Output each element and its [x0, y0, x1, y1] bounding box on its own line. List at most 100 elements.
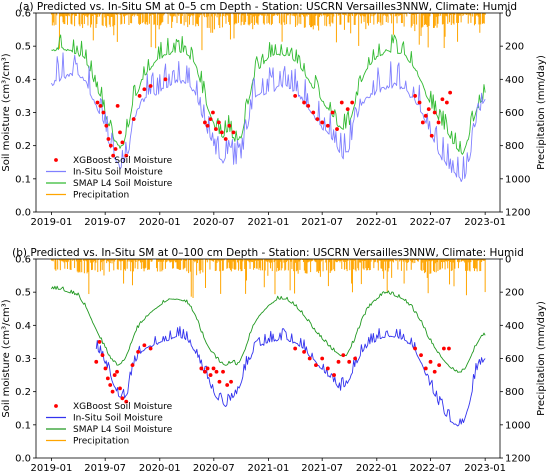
legend-label: SMAP L4 Soil Moisture: [73, 425, 173, 435]
y-tick-label: 0.2: [15, 387, 31, 398]
xgboost-point: [205, 123, 210, 128]
xgboost-point: [108, 383, 113, 387]
xgboost-point: [350, 100, 355, 105]
xgboost-point: [335, 127, 339, 131]
xgboost-point: [227, 123, 232, 128]
xgboost-point: [441, 346, 446, 351]
xgboost-point: [448, 90, 453, 95]
x-tick-label: 2021-07: [301, 217, 343, 228]
xgboost-point: [339, 100, 344, 105]
xgboost-point: [111, 153, 116, 158]
series-smap-line: [51, 34, 486, 155]
xgboost-point: [221, 369, 225, 374]
y-tick-label: 0.3: [15, 354, 31, 365]
xgboost-point: [413, 94, 417, 98]
xgboost-point: [336, 359, 341, 364]
y-tick-label: 0.2: [15, 141, 31, 152]
xgboost-point: [214, 127, 218, 131]
xgboost-point: [320, 356, 325, 361]
legend-label: XGBoost Soil Moisture: [73, 156, 173, 166]
xgboost-point: [223, 137, 228, 141]
xgboost-point: [142, 87, 147, 92]
xgboost-point: [325, 366, 330, 371]
xgboost-point: [124, 399, 129, 404]
x-tick-label: 2021-01: [248, 463, 290, 471]
x-tick-label: 2020-01: [139, 217, 181, 228]
y-tick-label: 0.4: [15, 321, 31, 332]
y-tick-label: 0.5: [15, 288, 31, 299]
y2-axis-label: Precipitation (mm/day): [536, 301, 547, 416]
xgboost-point: [208, 117, 213, 122]
panel-b: (b) Predicted vs. In-Situ SM at 0–100 cm…: [1, 247, 547, 471]
xgboost-point: [332, 373, 336, 377]
xgboost-point: [307, 356, 312, 361]
y2-tick-label: 1200: [505, 454, 530, 465]
xgboost-point: [216, 120, 221, 125]
legend-marker: [54, 404, 58, 408]
legend-label: SMAP L4 Soil Moisture: [73, 179, 173, 189]
legend: XGBoost Soil Moisture In-Situ Soil Moistu…: [46, 402, 173, 447]
x-tick-label: 2019-01: [31, 217, 73, 228]
xgboost-point: [120, 140, 125, 145]
xgboost-point: [353, 356, 358, 361]
xgboost-point: [432, 110, 437, 115]
xgboost-point: [203, 369, 207, 374]
xgboost-point: [113, 147, 118, 151]
chart-title: (a) Predicted vs. In-Situ SM at 0–5 cm D…: [19, 1, 517, 13]
xgboost-point: [440, 97, 445, 102]
xgboost-point: [426, 107, 431, 112]
series-insitu-line: [95, 326, 486, 427]
legend-label: In-Situ Soil Moisture: [73, 168, 163, 178]
xgboost-point: [420, 120, 425, 125]
xgboost-point: [314, 363, 318, 368]
x-tick-label: 2022-07: [410, 217, 452, 228]
y-tick-label: 0.0: [15, 454, 31, 465]
xgboost-point: [110, 389, 115, 394]
xgboost-point: [429, 133, 434, 138]
xgboost-point: [347, 359, 352, 364]
xgboost-point: [108, 143, 113, 148]
xgboost-point: [302, 100, 306, 105]
y-tick-label: 0.0: [15, 208, 31, 219]
xgboost-point: [148, 84, 153, 88]
y2-tick-label: 800: [505, 387, 524, 398]
y2-tick-label: 1000: [505, 174, 530, 185]
xgboost-point: [306, 103, 311, 108]
xgboost-point: [199, 366, 204, 371]
y-tick-label: 0.3: [15, 108, 31, 119]
xgboost-point: [315, 117, 320, 122]
xgboost-point: [432, 369, 437, 374]
y-tick-label: 0.6: [15, 255, 31, 266]
xgboost-point: [217, 379, 222, 384]
xgboost-point: [163, 77, 168, 82]
xgboost-point: [341, 353, 346, 358]
xgboost-point: [115, 369, 119, 374]
x-tick-label: 2019-01: [31, 463, 73, 471]
xgboost-point: [205, 366, 210, 371]
y-tick-label: 0.1: [15, 174, 31, 185]
xgboost-point: [112, 373, 117, 377]
xgboost-point: [211, 366, 216, 371]
y2-axis-label: Precipitation (mm/day): [536, 55, 547, 170]
legend-label: In-Situ Soil Moisture: [73, 414, 163, 424]
x-tick-label: 2022-07: [410, 463, 452, 471]
series-smap-line: [51, 285, 486, 373]
x-tick-label: 2020-07: [193, 217, 235, 228]
xgboost-point: [208, 373, 213, 377]
xgboost-point: [103, 366, 108, 371]
chart-title: (b) Predicted vs. In-Situ SM at 0–100 cm…: [12, 247, 524, 259]
legend-marker: [54, 158, 58, 162]
xgboost-point: [417, 100, 422, 105]
xgboost-point: [105, 376, 110, 381]
xgboost-point: [94, 359, 99, 364]
legend-label: XGBoost Soil Moisture: [73, 402, 173, 412]
xgboost-point: [137, 94, 142, 98]
series-insitu-line: [51, 52, 486, 183]
legend-label: Precipitation: [73, 437, 129, 447]
xgboost-point: [423, 113, 428, 118]
y2-tick-label: 200: [505, 288, 524, 299]
xgboost-point: [136, 349, 141, 354]
xgboost-point: [231, 130, 236, 135]
xgboost-point: [104, 123, 109, 128]
